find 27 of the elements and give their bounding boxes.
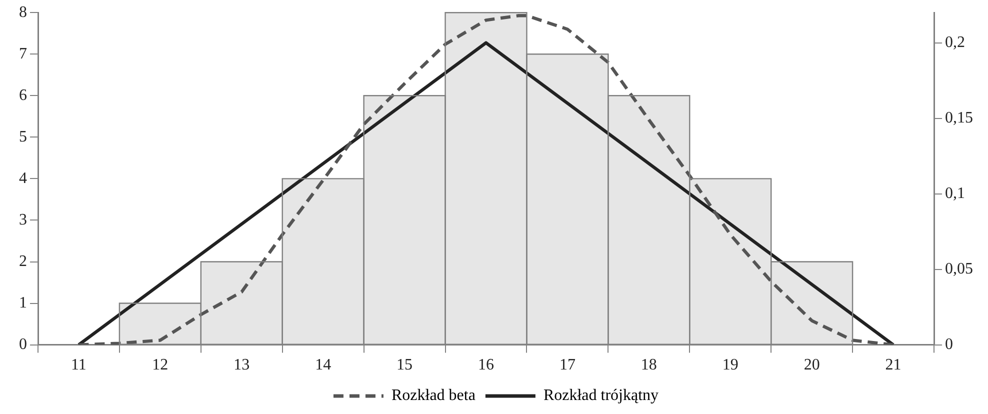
x-tick-label: 13 [234,356,250,374]
x-tick-label: 11 [71,356,86,374]
y-tick-label: 0 [19,336,27,354]
x-tick-label: 14 [315,356,332,374]
x-tick-label: 12 [152,356,168,374]
y-tick-label: 5 [19,128,27,146]
y-tick-label: 4 [19,170,27,187]
y-tick-label: 1 [19,294,27,312]
x-tick-label: 15 [396,356,413,374]
y2-tick-label: 0,05 [945,260,973,278]
y-tick-label: 2 [19,252,27,270]
x-tick-label: 21 [885,356,902,374]
y-tick-label: 7 [19,45,27,62]
legend-label: Rozkład beta [391,387,476,404]
y2-tick-label: 0,15 [945,110,973,127]
y-tick-label: 3 [19,211,27,228]
x-tick-label: 16 [478,356,494,374]
y2-tick-label: 0 [945,336,953,354]
x-tick-label: 19 [722,356,738,374]
legend-label: Rozkład trójkątny [543,387,659,404]
y-tick-label: 8 [19,4,27,21]
x-tick-label: 17 [559,356,576,374]
y2-tick-label: 0,1 [945,185,965,202]
y2-tick-label: 0,2 [945,34,965,52]
x-tick-label: 18 [640,356,657,374]
x-tick-label: 20 [804,356,820,374]
y-tick-label: 6 [19,86,27,104]
